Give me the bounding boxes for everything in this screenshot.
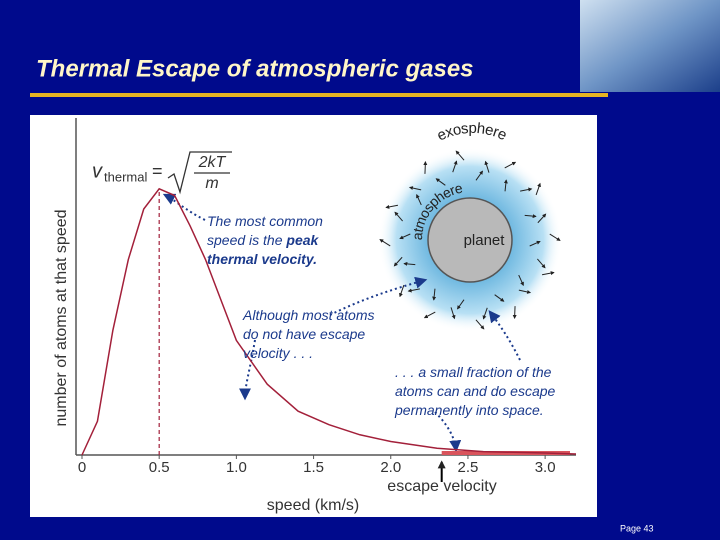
molecule	[518, 274, 524, 287]
x-tick-label: 0.5	[149, 459, 170, 476]
molecule	[549, 233, 561, 241]
title-rule	[30, 93, 608, 97]
molecule	[482, 307, 488, 320]
annotation-line: . . . a small fraction of the	[395, 364, 552, 380]
molecule	[503, 179, 508, 192]
x-tick-label: 2.5	[458, 459, 479, 476]
x-tick-label: 1.0	[226, 459, 247, 476]
molecule	[385, 204, 399, 209]
molecule-arrows	[379, 150, 561, 330]
annotation-text: thermal velocity.	[207, 251, 317, 267]
callout-arrow	[434, 411, 462, 453]
molecule	[537, 258, 546, 269]
annotation-line: velocity . . .	[243, 345, 313, 361]
callout-arrow	[488, 310, 521, 361]
molecule	[484, 160, 490, 173]
molecule	[379, 239, 391, 247]
annotation-text: The most common	[207, 213, 323, 229]
formula-symbol: v	[92, 160, 103, 182]
escape-label: escape velocity	[387, 478, 496, 495]
callout-arrow	[239, 339, 256, 401]
annotation-text: velocity . . .	[243, 345, 313, 361]
annotation-text: do not have escape	[243, 326, 365, 342]
annotation-text: permanently into space.	[394, 402, 544, 418]
formula-numerator: 2kT	[198, 154, 227, 171]
molecule	[475, 319, 485, 330]
molecule	[520, 187, 533, 192]
annotation-text: atoms can and do escape	[395, 383, 556, 399]
annotation-line: Although most atoms	[242, 307, 375, 323]
corner-image	[580, 0, 720, 92]
callout-arrow	[162, 193, 206, 221]
molecule	[450, 307, 456, 320]
molecule	[407, 288, 420, 293]
annotation-line: The most common	[207, 213, 323, 229]
molecule	[537, 213, 547, 224]
x-axis-label: speed (km/s)	[267, 497, 359, 514]
molecule	[455, 150, 465, 161]
annotation-line: permanently into space.	[394, 402, 544, 418]
molecule	[535, 182, 541, 196]
molecule	[524, 214, 537, 219]
molecule	[416, 193, 422, 206]
callout-arrow	[329, 276, 428, 316]
annotation-line: thermal velocity.	[207, 251, 317, 267]
molecule	[423, 311, 436, 319]
y-axis-label: number of atoms at that speed	[53, 209, 70, 426]
molecule	[475, 170, 483, 181]
molecule	[504, 161, 517, 169]
formula-equals: =	[152, 161, 163, 181]
annotation-text: . . . a small fraction of the	[395, 364, 552, 380]
formula-subscript: thermal	[104, 169, 147, 184]
annotation-text: peak	[285, 232, 319, 248]
x-tick-label: 3.0	[535, 459, 556, 476]
molecule	[529, 240, 541, 247]
x-tick-label: 2.0	[380, 459, 401, 476]
molecule	[452, 160, 458, 173]
annotation-line: speed is the peak	[207, 232, 320, 248]
molecule	[432, 288, 437, 301]
molecule	[494, 294, 505, 302]
x-tick-label: 1.5	[303, 459, 324, 476]
sqrt-sign	[167, 151, 232, 195]
molecule	[403, 261, 416, 266]
annotation-text: Although most atoms	[242, 307, 375, 323]
molecule	[408, 186, 422, 191]
molecule	[393, 256, 403, 267]
page-number: Page 43	[620, 523, 654, 533]
planet-label: planet	[464, 232, 506, 249]
curve	[81, 187, 577, 456]
annotation-line: atoms can and do escape	[395, 383, 556, 399]
molecule	[394, 211, 403, 222]
molecule	[399, 284, 405, 298]
molecule	[518, 289, 532, 294]
molecule	[541, 271, 555, 276]
molecule	[399, 233, 411, 240]
molecule	[457, 299, 465, 310]
x-tick-label: 0	[78, 459, 86, 476]
annotation-text: speed is the	[207, 232, 286, 248]
molecule	[435, 178, 446, 186]
callout-arrows	[162, 193, 521, 453]
slide-title: Thermal Escape of atmospheric gases	[36, 55, 474, 82]
planet	[427, 197, 513, 283]
annotation-line: do not have escape	[243, 326, 365, 342]
formula-denominator: m	[205, 175, 218, 192]
